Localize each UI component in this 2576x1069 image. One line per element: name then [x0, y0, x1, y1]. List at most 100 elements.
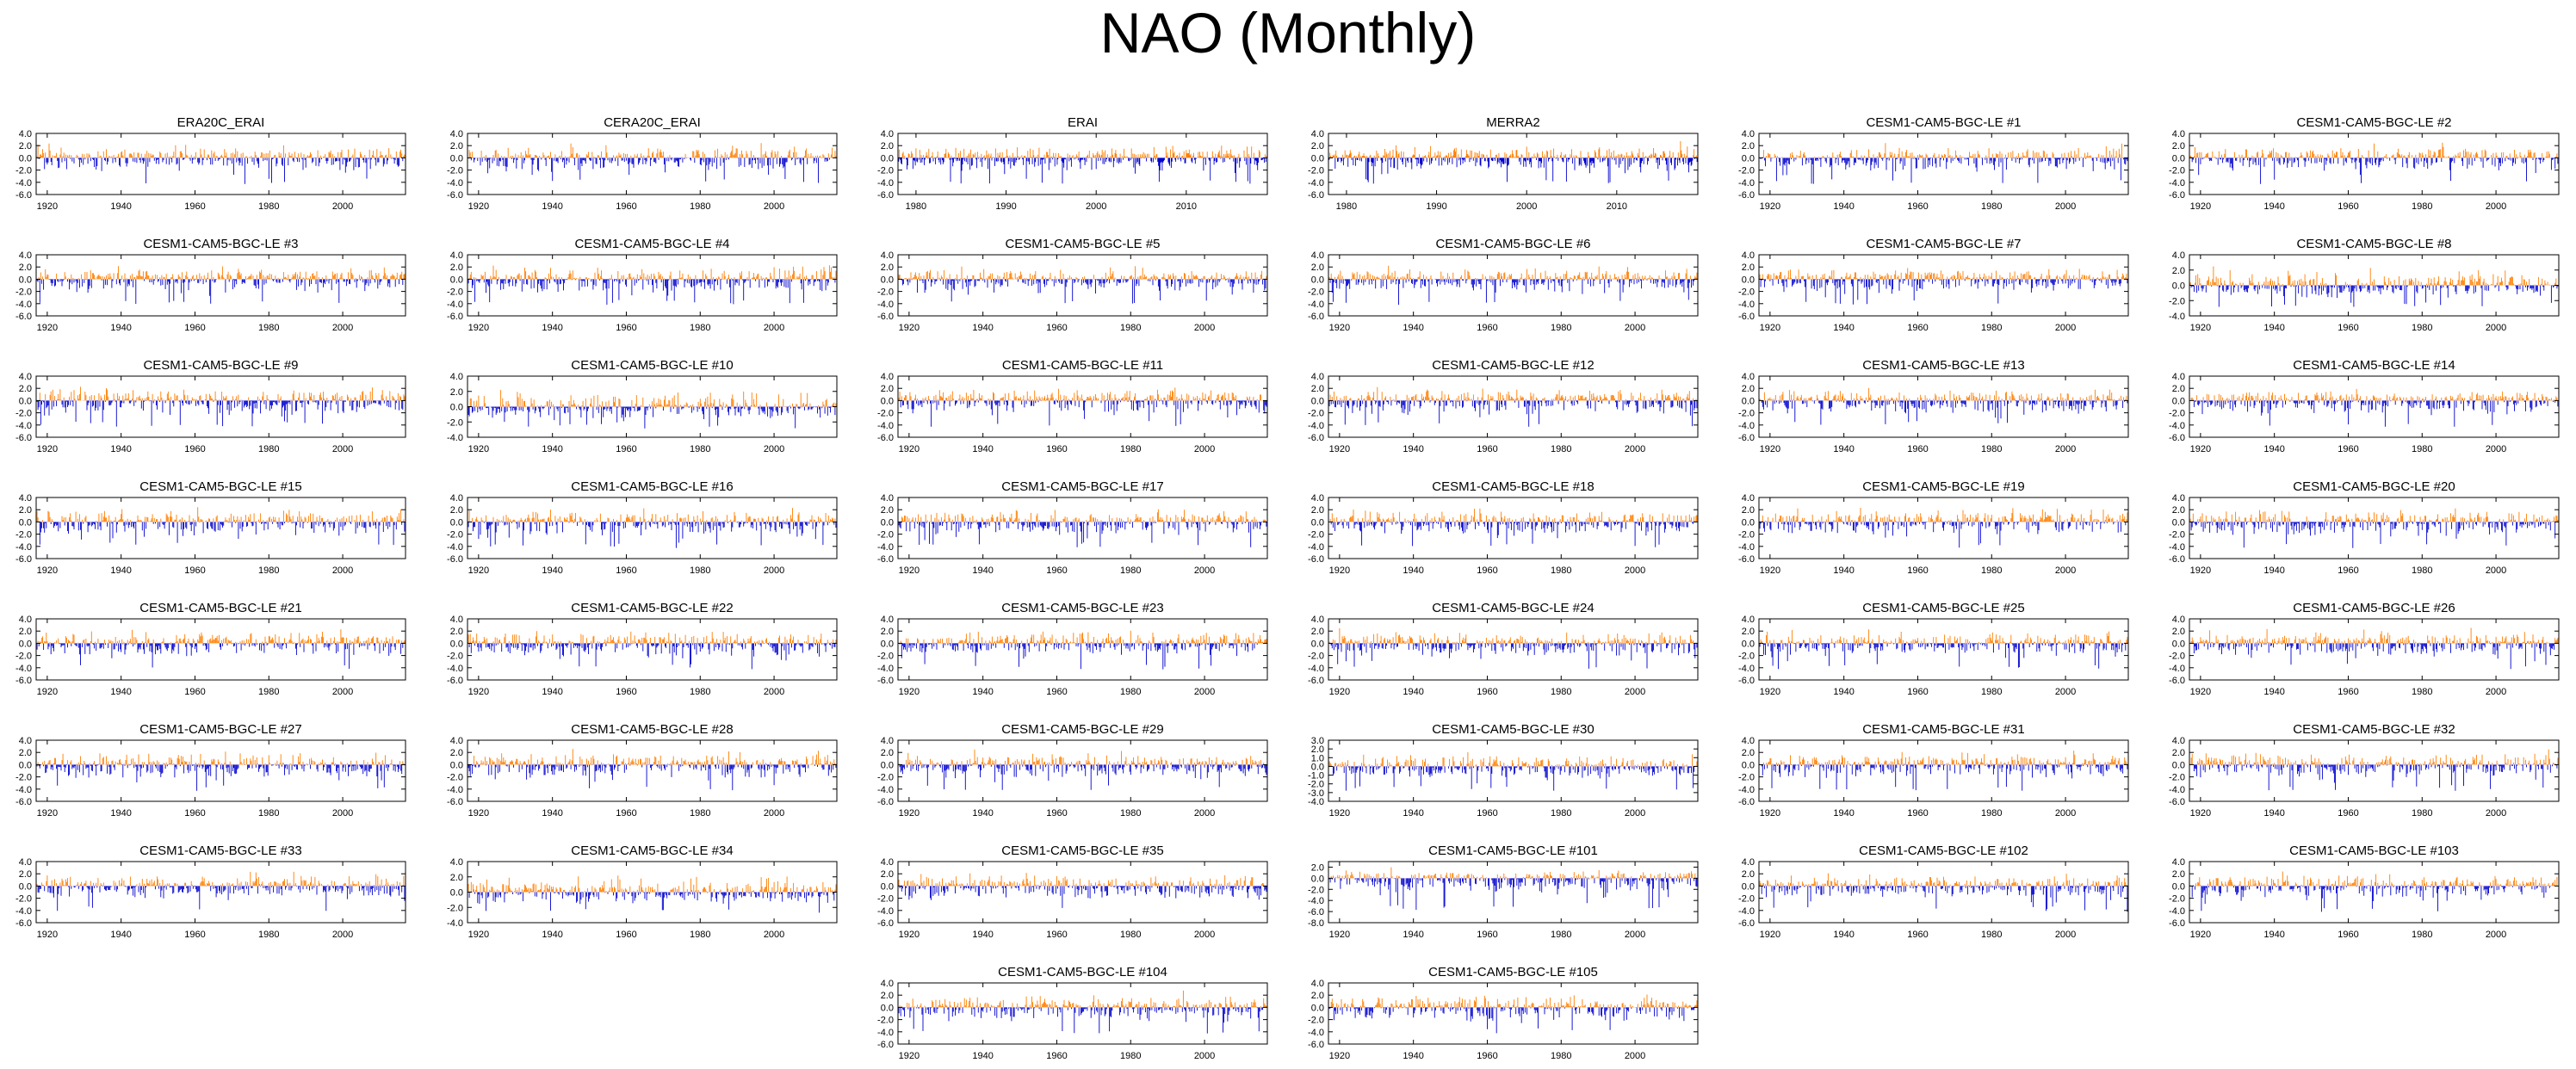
panel-title: CESM1-CAM5-BGC-LE #9: [143, 358, 298, 373]
y-tick-label: -2.0: [1738, 530, 1755, 541]
positive-anomaly-bars: [1760, 751, 2127, 765]
y-tick-label: 0.0: [1742, 881, 1755, 892]
negative-anomaly-bars: [898, 522, 1267, 547]
panel-title: CESM1-CAM5-BGC-LE #102: [1859, 843, 2028, 858]
plot-frame: [35, 861, 406, 924]
x-tick-label: 1960: [1477, 323, 1497, 333]
negative-anomaly-bars: [1328, 878, 1698, 911]
x-tick-label: 1960: [184, 808, 205, 819]
plot-frame: [35, 618, 406, 681]
x-tick-label: 2000: [2486, 930, 2506, 940]
x-tick-label: 1920: [37, 444, 58, 454]
y-tick-label: -6.0: [877, 190, 894, 201]
x-tick-label: 1940: [2263, 930, 2284, 940]
x-tick-label: 2000: [2486, 201, 2506, 212]
x-tick-label: 1920: [468, 323, 489, 333]
y-tick-label: -4.0: [1308, 1028, 1324, 1038]
plot-frame: [2189, 739, 2560, 802]
negative-anomaly-bars: [1761, 400, 2128, 425]
y-tick-label: 0.0: [450, 517, 463, 528]
x-tick-label: 1940: [972, 808, 993, 819]
y-tick-label: -6.0: [1308, 676, 1324, 686]
x-tick-label: 1920: [1760, 444, 1780, 454]
x-tick-label: 1980: [2412, 930, 2432, 940]
x-tick-label: 1940: [1403, 565, 1423, 576]
y-tick-label: -4.0: [15, 542, 32, 553]
y-tick-label: -6.0: [1738, 312, 1755, 322]
y-tick-label: 4.0: [19, 372, 32, 382]
y-tick-label: -2.0: [15, 652, 32, 662]
x-tick-label: 1920: [2190, 323, 2211, 333]
negative-anomaly-bars: [467, 522, 837, 548]
y-tick-label: 4.0: [1742, 493, 1755, 504]
x-tick-label: 1920: [1760, 323, 1780, 333]
panel-title: CESM1-CAM5-BGC-LE #21: [139, 601, 301, 615]
y-tick-label: 4.0: [19, 615, 32, 625]
panel-title: CESM1-CAM5-BGC-LE #8: [2296, 237, 2451, 251]
y-tick-label: 4.0: [881, 615, 894, 625]
y-tick-label: -4.0: [2169, 542, 2185, 553]
panel-title: CESM1-CAM5-BGC-LE #18: [1432, 479, 1594, 494]
y-tick-label: -4.0: [2169, 664, 2185, 674]
y-tick-label: -2.0: [2169, 773, 2185, 783]
panel-title: CESM1-CAM5-BGC-LE #4: [574, 237, 729, 251]
y-tick-label: -2.0: [15, 894, 32, 905]
y-tick-label: 0.0: [881, 639, 894, 649]
y-tick-label: -2.0: [2169, 166, 2185, 176]
y-tick-label: 0.0: [19, 760, 32, 770]
x-tick-label: 2000: [332, 444, 353, 454]
x-tick-label: 1920: [899, 444, 920, 454]
y-tick-label: 0.0: [2172, 153, 2185, 164]
y-tick-label: -2.0: [877, 166, 894, 176]
y-tick-label: 4.0: [19, 493, 32, 504]
x-tick-label: 2000: [332, 565, 353, 576]
negative-anomaly-bars: [1328, 158, 1698, 184]
x-tick-label: 1920: [1329, 1051, 1350, 1061]
panel-title: CESM1-CAM5-BGC-LE #16: [571, 479, 733, 494]
negative-anomaly-bars: [2189, 643, 2555, 670]
x-tick-label: 1960: [1046, 444, 1067, 454]
y-tick-label: -6.0: [1738, 676, 1755, 686]
y-tick-label: -6.0: [2169, 554, 2185, 565]
x-tick-label: 1960: [1046, 1051, 1067, 1061]
y-tick-label: -2.0: [15, 409, 32, 419]
y-tick-label: -4.0: [877, 421, 894, 431]
positive-anomaly-bars: [1758, 873, 2127, 887]
x-tick-label: 1940: [2263, 444, 2284, 454]
x-tick-label: 1960: [2338, 323, 2358, 333]
negative-anomaly-bars: [2190, 886, 2551, 912]
y-tick-label: -2.0: [877, 894, 894, 905]
plot-frame: [467, 254, 838, 317]
y-tick-label: 4.0: [19, 250, 32, 261]
positive-anomaly-bars: [1328, 751, 1698, 767]
y-tick-label: -2.0: [2169, 530, 2185, 541]
y-tick-label: 4.0: [19, 129, 32, 139]
panel-32: CESM1-CAM5-BGC-LE #28 4.0 2.0 0.0 -2.0 -4.0 -6…: [447, 722, 838, 819]
panel-title: CESM1-CAM5-BGC-LE #105: [1428, 965, 1598, 979]
y-tick-label: -4.0: [1738, 421, 1755, 431]
y-tick-label: -2.0: [15, 166, 32, 176]
y-tick-label: 2.0: [450, 627, 463, 637]
x-tick-label: 1920: [2190, 444, 2211, 454]
panel-10: CESM1-CAM5-BGC-LE #6 4.0 2.0 0.0 -2.0 -4.0 -6.…: [1308, 237, 1699, 333]
y-tick-label: -2.0: [1308, 409, 1324, 419]
x-tick-label: 1940: [542, 808, 562, 819]
y-tick-label: 0.0: [881, 396, 894, 406]
panel-title: CESM1-CAM5-BGC-LE #3: [143, 237, 298, 251]
plot-frame: [2189, 618, 2560, 681]
x-tick-label: 1940: [110, 444, 131, 454]
x-tick-label: 2000: [1625, 565, 1645, 576]
positive-anomaly-bars: [897, 509, 1266, 522]
y-tick-label: -2.0: [447, 166, 463, 176]
y-tick-label: 4.0: [2172, 493, 2185, 504]
plot-frame: [35, 739, 406, 802]
y-tick-label: 0.0: [1311, 762, 1324, 772]
panel-14: CESM1-CAM5-BGC-LE #10 4.0 2.0 0.0 -2.0 -4.0 19…: [447, 358, 838, 454]
y-tick-label: 2.0: [1311, 991, 1324, 1001]
y-tick-label: 4.0: [1311, 372, 1324, 382]
panel-25: CESM1-CAM5-BGC-LE #21 4.0 2.0 0.0 -2.0 -4.0 -6…: [15, 601, 406, 697]
panel-title: CESM1-CAM5-BGC-LE #14: [2293, 358, 2455, 373]
y-tick-label: -4.0: [1308, 542, 1324, 553]
y-tick-label: -2.0: [1308, 780, 1324, 790]
plot-frame: [897, 375, 1268, 438]
